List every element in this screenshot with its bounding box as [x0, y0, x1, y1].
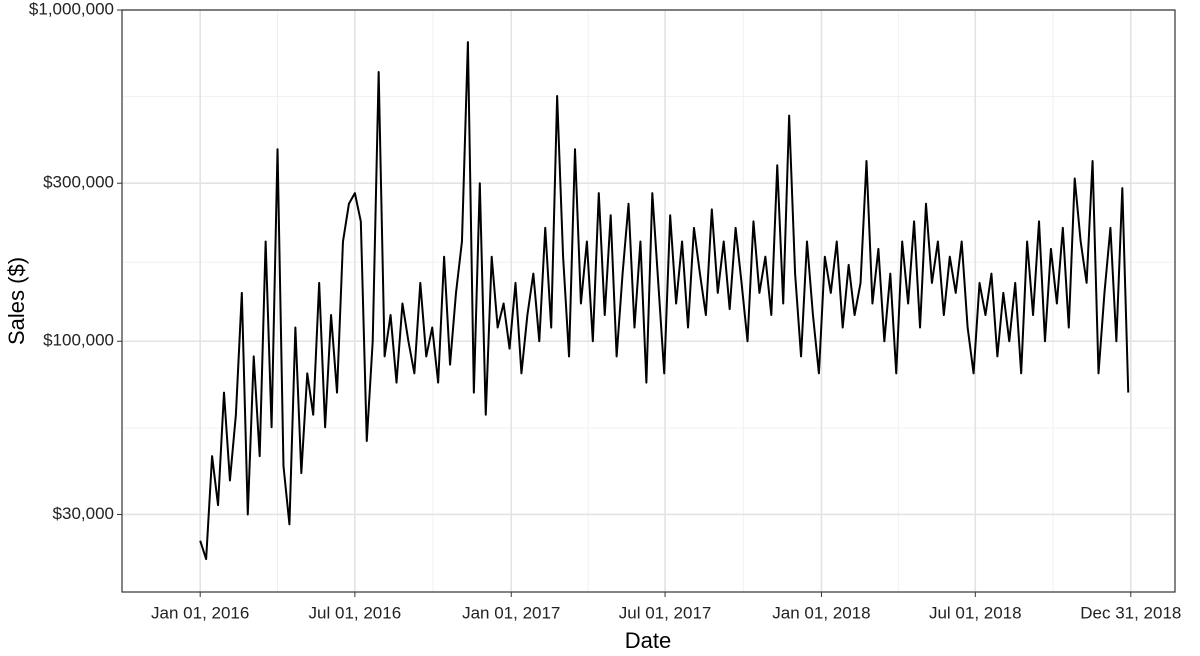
x-tick-label: Jan 01, 2016	[151, 603, 249, 622]
x-tick-label: Jan 01, 2017	[462, 603, 560, 622]
y-tick-label: $30,000	[53, 504, 114, 523]
x-tick-label: Jul 01, 2016	[309, 603, 402, 622]
x-tick-label: Jul 01, 2018	[929, 603, 1022, 622]
y-axis-title: Sales ($)	[4, 257, 29, 345]
y-tick-label: $300,000	[43, 173, 114, 192]
y-tick-label: $100,000	[43, 331, 114, 350]
y-tick-label: $1,000,000	[29, 0, 114, 18]
sales-line	[199, 41, 1130, 561]
x-tick-label: Dec 31, 2018	[1080, 603, 1181, 622]
x-tick-label: Jul 01, 2017	[619, 603, 712, 622]
x-tick-label: Jan 01, 2018	[772, 603, 870, 622]
panel-border	[121, 9, 1176, 593]
x-axis-title: Date	[625, 628, 671, 653]
